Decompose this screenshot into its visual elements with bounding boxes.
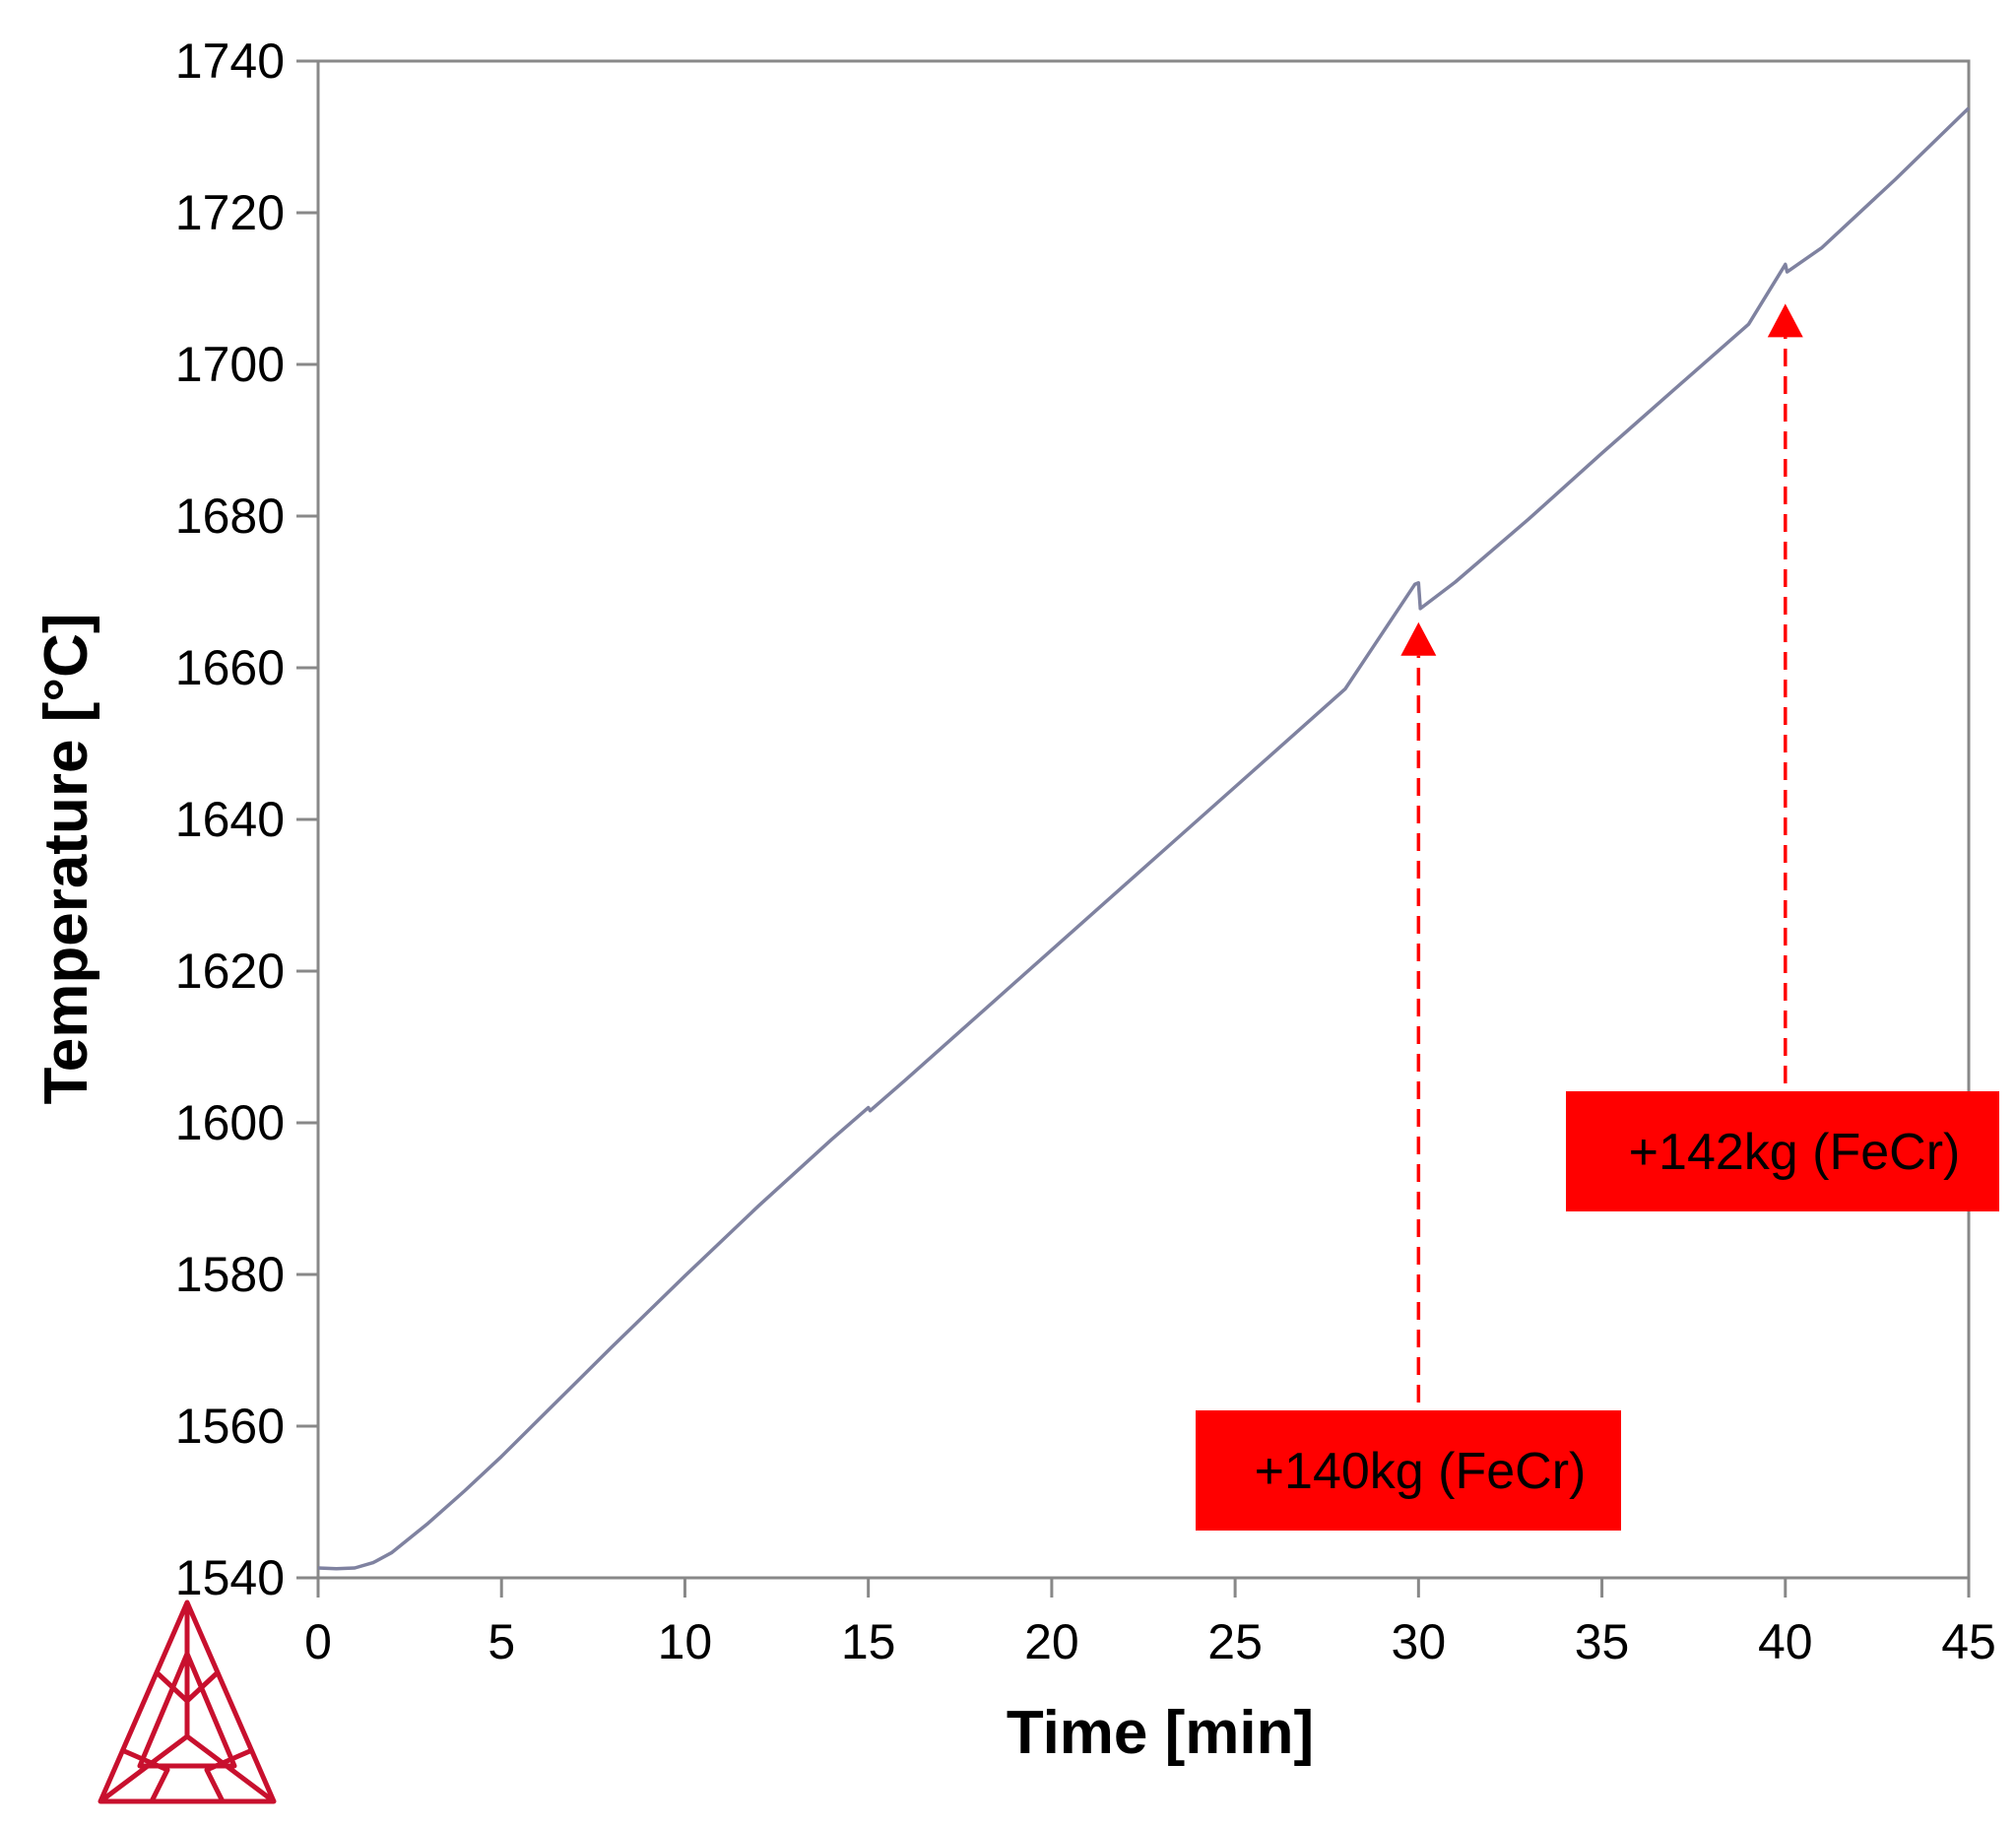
annotation-label: +140kg (FeCr) [1255,1443,1587,1500]
x-tick-label: 10 [658,1614,713,1669]
x-tick-label: 5 [488,1614,515,1669]
x-tick-label: 25 [1207,1614,1263,1669]
x-tick-label: 15 [841,1614,896,1669]
y-tick-label: 1680 [175,489,285,544]
thermo-calc-logo-icon [98,1599,277,1804]
plot-area-frame [316,59,1971,1580]
series-layer [317,106,1971,1571]
x-tick-label: 35 [1575,1614,1630,1669]
y-tick-label: 1740 [175,33,285,89]
y-tick-label: 1600 [175,1095,285,1150]
annotation-arrow-head-icon [1767,303,1803,338]
annotation-label: +142kg (FeCr) [1629,1124,1961,1181]
x-tick-label: 0 [304,1614,332,1669]
x-tick-label: 45 [1941,1614,1996,1669]
y-tick-label: 1580 [175,1247,285,1302]
annotation-box [1566,1091,1999,1211]
y-tick-label: 1700 [175,337,285,392]
y-tick-label: 1560 [175,1399,285,1454]
y-tick-label: 1620 [175,944,285,999]
y-axis-title: Temperature [°C] [33,613,100,1104]
x-tick-label: 20 [1024,1614,1079,1669]
y-tick-label: 1660 [175,640,285,695]
x-axis-title: Time [min] [1007,1699,1314,1767]
y-tick-label: 1540 [175,1550,285,1605]
x-tick-label: 30 [1392,1614,1447,1669]
x-axis-ticks: 0 5 10 15 20 25 30 35 40 45 [304,1578,1996,1669]
series-line-temperature [317,106,1971,1571]
y-axis-ticks: 1540 1560 1580 1600 1620 1640 1660 1680 1700 1720… [175,33,318,1605]
x-tick-label: 40 [1758,1614,1813,1669]
y-tick-label: 1640 [175,792,285,847]
annotation-layer: +140kg (FeCr) +142kg (FeCr) [1196,303,1999,1531]
y-tick-label: 1720 [175,185,285,240]
annotation-box [1196,1410,1621,1531]
annotation-arrow-head-icon [1400,621,1437,656]
